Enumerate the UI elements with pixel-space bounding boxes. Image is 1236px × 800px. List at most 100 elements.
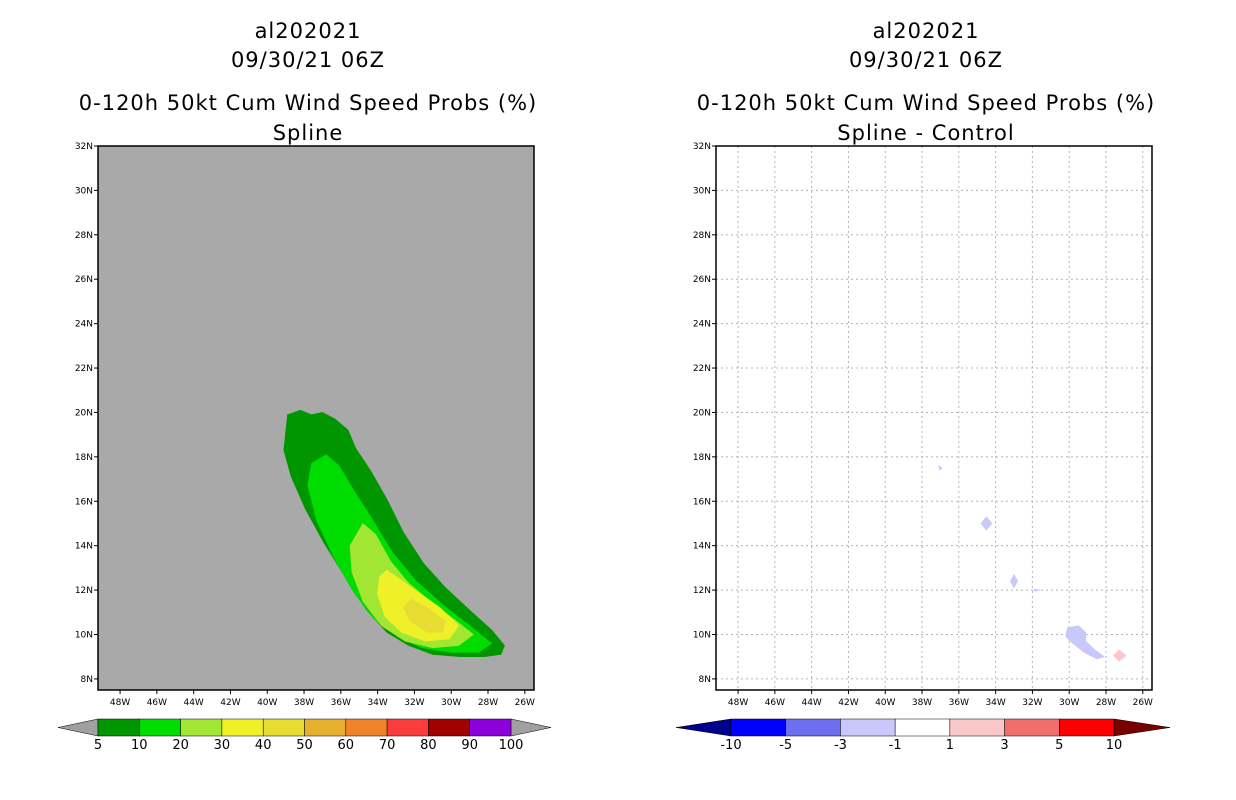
colorbar-label: 90 <box>461 738 478 753</box>
colorbar-swatch <box>428 718 470 737</box>
colorbar-extend-low <box>675 718 732 737</box>
x-tick-label: 26W <box>515 698 535 708</box>
plot-frame <box>715 145 1153 691</box>
colorbar-label: 10 <box>131 738 148 753</box>
right-panel: al202021 09/30/21 06Z 0-120h 50kt Cum Wi… <box>675 19 1171 753</box>
colorbar-swatch <box>469 718 512 737</box>
colorbar-swatch <box>139 718 181 737</box>
colorbar-label: 100 <box>499 738 524 753</box>
left-title: 0-120h 50kt Cum Wind Speed Probs (%) <box>79 91 537 115</box>
right-plot-area: 48W 46W 44W 42W 40W 38W 36W 34W 32W 30W 28W 26W 8N 10… <box>693 142 1153 708</box>
contour-region-40 <box>403 598 447 633</box>
x-tick-label: 48W <box>728 698 748 708</box>
contour-region--1 <box>980 516 993 531</box>
x-tick-label: 32W <box>1022 698 1042 708</box>
colorbar-swatch <box>97 718 140 737</box>
y-tick-label: 14N <box>75 542 93 552</box>
x-tick-label: 46W <box>147 698 167 708</box>
y-tick-label: 30N <box>75 186 93 196</box>
colorbar-swatch <box>949 718 1005 737</box>
left-subtitle: Spline <box>273 121 344 145</box>
x-tick-label: 44W <box>801 698 821 708</box>
x-tick-label: 42W <box>220 698 240 708</box>
x-tick-label: 36W <box>331 698 351 708</box>
y-tick-label: 28N <box>693 231 711 241</box>
colorbar-extend-high <box>1113 718 1171 737</box>
x-tick-label: 40W <box>875 698 895 708</box>
y-tick-label: 26N <box>75 275 93 285</box>
right-subtitle: Spline - Control <box>837 121 1014 145</box>
x-tick-label: 38W <box>294 698 314 708</box>
colorbar-extend-high <box>510 718 552 737</box>
colorbar-label: -10 <box>720 738 741 753</box>
colorbar-swatch <box>262 718 305 737</box>
y-tick-label: 22N <box>693 364 711 374</box>
y-tick-label: 10N <box>75 630 93 640</box>
x-tick-label: 32W <box>404 698 424 708</box>
colorbar-label: -1 <box>889 738 902 753</box>
x-tick-label: 30W <box>1059 698 1079 708</box>
y-tick-label: 16N <box>75 497 93 507</box>
x-tick-label: 38W <box>912 698 932 708</box>
colorbar-swatch <box>221 718 264 737</box>
y-tick-label: 24N <box>693 320 711 330</box>
colorbar-label: 10 <box>1106 738 1123 753</box>
left-storm-id: al202021 <box>255 19 362 43</box>
y-tick-label: 8N <box>81 675 93 685</box>
plot-frame <box>97 145 535 691</box>
left-colorbar: 5 10 20 30 40 50 60 70 80 90 100 <box>57 718 552 753</box>
colorbar-label: 60 <box>338 738 355 753</box>
y-tick-label: 18N <box>693 453 711 463</box>
colorbar-label: 30 <box>214 738 231 753</box>
y-tick-label: 8N <box>699 675 711 685</box>
x-tick-label: 30W <box>441 698 461 708</box>
x-tick-label: 40W <box>257 698 277 708</box>
colorbar-swatch <box>304 718 347 737</box>
y-tick-label: 20N <box>75 408 93 418</box>
y-tick-label: 32N <box>693 142 711 152</box>
x-tick-label: 36W <box>949 698 969 708</box>
left-datetime: 09/30/21 06Z <box>231 48 385 72</box>
y-tick-label: 10N <box>693 630 711 640</box>
y-tick-label: 20N <box>693 408 711 418</box>
y-tick-label: 12N <box>693 586 711 596</box>
contour-region--1 <box>1034 588 1041 592</box>
colorbar-label: 40 <box>255 738 272 753</box>
colorbar-swatch <box>1004 718 1060 737</box>
right-title: 0-120h 50kt Cum Wind Speed Probs (%) <box>697 91 1155 115</box>
colorbar-label: 20 <box>172 738 189 753</box>
contour-region--1 <box>1009 574 1019 589</box>
contour-region--1 <box>1065 625 1105 660</box>
y-tick-label: 24N <box>75 320 93 330</box>
x-tick-label: 28W <box>478 698 498 708</box>
y-tick-label: 22N <box>75 364 93 374</box>
colorbar-swatch <box>840 718 896 737</box>
colorbar-swatch <box>785 718 841 737</box>
y-tick-label: 30N <box>693 186 711 196</box>
x-tick-label: 28W <box>1096 698 1116 708</box>
contour-region-10 <box>307 454 493 653</box>
colorbar-swatch <box>180 718 223 737</box>
left-plot-area: 48W 46W 44W 42W 40W 38W 36W 34W 32W 30W 28W 26W 8N 10… <box>75 142 535 708</box>
x-tick-label: 46W <box>765 698 785 708</box>
x-tick-label: 48W <box>110 698 130 708</box>
x-tick-label: 34W <box>367 698 387 708</box>
x-tick-label: 34W <box>985 698 1005 708</box>
right-colorbar: -10 -5 -3 -1 1 3 5 10 <box>675 718 1171 753</box>
y-tick-label: 18N <box>75 453 93 463</box>
contour-region-1 <box>1113 649 1127 662</box>
colorbar-label: 3 <box>1000 738 1008 753</box>
colorbar-swatch <box>1059 718 1115 737</box>
y-tick-label: 26N <box>693 275 711 285</box>
y-tick-label: 14N <box>693 542 711 552</box>
colorbar-label: 70 <box>379 738 396 753</box>
x-tick-label: 44W <box>183 698 203 708</box>
x-tick-label: 42W <box>838 698 858 708</box>
colorbar-label: 50 <box>296 738 313 753</box>
colorbar-label: 80 <box>420 738 437 753</box>
y-tick-label: 12N <box>75 586 93 596</box>
colorbar-swatch <box>386 718 429 737</box>
right-storm-id: al202021 <box>873 19 980 43</box>
left-panel: al202021 09/30/21 06Z 0-120h 50kt Cum Wi… <box>57 19 552 753</box>
